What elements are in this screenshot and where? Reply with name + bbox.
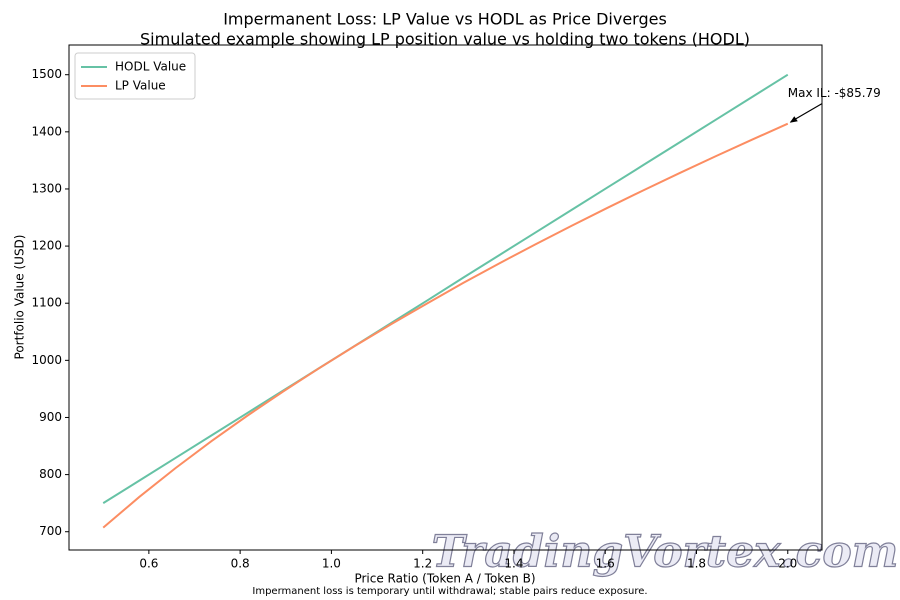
legend-label: LP Value — [115, 79, 166, 93]
chart-title: Impermanent Loss: LP Value vs HODL as Pr… — [223, 10, 667, 29]
x-tick-label: 1.4 — [504, 557, 523, 571]
x-tick-label: 0.6 — [139, 557, 158, 571]
x-tick-label: 1.6 — [596, 557, 615, 571]
y-tick-label: 900 — [39, 410, 62, 424]
legend: HODL Value LP Value — [74, 52, 196, 100]
y-axis-label: Portfolio Value (USD) — [13, 235, 27, 360]
chart-subtitle: Simulated example showing LP position va… — [140, 30, 750, 49]
footnote: Impermanent loss is temporary until with… — [252, 586, 647, 597]
x-tick-label: 1.8 — [687, 557, 706, 571]
y-tick-label: 1400 — [31, 124, 62, 138]
y-tick-label: 1200 — [31, 239, 62, 253]
plot-frame — [68, 44, 823, 551]
x-axis-label: Price Ratio (Token A / Token B) — [354, 572, 535, 586]
y-tick-label: 1300 — [31, 181, 62, 195]
line-series — [102, 73, 789, 505]
x-tick-label: 0.8 — [231, 557, 250, 571]
x-tick-label: 2.0 — [778, 557, 797, 571]
x-tick-label: 1.2 — [413, 557, 432, 571]
y-tick-label: 700 — [39, 524, 62, 538]
y-tick-label: 1500 — [31, 67, 62, 81]
annotation: Max IL: -$85.79 — [788, 86, 881, 100]
legend-label: HODL Value — [115, 60, 186, 74]
legend-box — [74, 52, 196, 100]
annotation-arrowhead — [789, 116, 798, 123]
line-series — [102, 122, 789, 529]
y-tick-label: 1100 — [31, 296, 62, 310]
y-tick-label: 800 — [39, 467, 62, 481]
x-tick-label: 1.0 — [322, 557, 341, 571]
y-tick-label: 1000 — [31, 353, 62, 367]
watermark: TradingVortex.com — [432, 527, 899, 578]
